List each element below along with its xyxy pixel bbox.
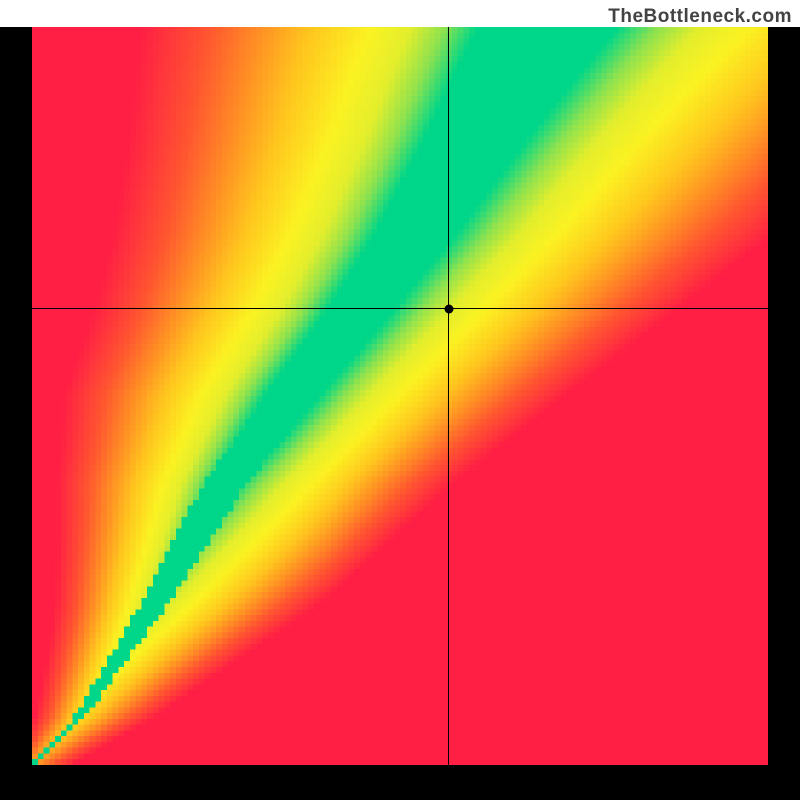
heatmap-canvas <box>32 27 768 765</box>
chart-container: { "watermark": { "text": "TheBottleneck.… <box>0 0 800 800</box>
crosshair-marker <box>444 304 453 313</box>
crosshair-vertical <box>448 27 449 765</box>
watermark-text: TheBottleneck.com <box>608 6 792 28</box>
crosshair-horizontal <box>32 308 768 309</box>
